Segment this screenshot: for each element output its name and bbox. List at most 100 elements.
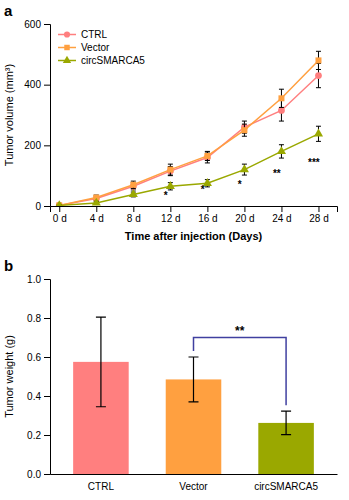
tick-mark: [318, 206, 319, 212]
error-bar: [168, 164, 173, 175]
axis-line: [51, 474, 338, 475]
series-line: [59, 76, 318, 206]
tick-label: circSMARCA5: [254, 481, 318, 492]
annotation: *: [164, 190, 168, 201]
series-line: [59, 60, 318, 205]
point: [240, 164, 249, 172]
tick-mark: [44, 435, 50, 436]
legend-label: circSMARCA5: [81, 55, 145, 66]
tick: 1.0: [27, 274, 50, 285]
tick-label: 0.0: [27, 469, 41, 480]
tick: circSMARCA5: [254, 481, 318, 492]
tick-mark: [44, 85, 50, 86]
tick: Vector: [179, 481, 208, 492]
title: b: [4, 257, 13, 274]
tick: 0.0: [27, 469, 50, 480]
tick: 8 d: [127, 206, 141, 224]
tick-mark: [44, 206, 50, 207]
tick-label: 0.2: [27, 430, 41, 441]
point: [130, 182, 136, 188]
point: [166, 181, 175, 189]
point: [278, 107, 285, 114]
tick-mark: [44, 318, 50, 319]
point: [277, 146, 286, 154]
point: [315, 57, 321, 63]
tick: 4 d: [90, 206, 104, 224]
tick: 0 d: [53, 206, 67, 224]
tick: 20 d: [235, 206, 254, 224]
tick: 0.2: [27, 430, 50, 441]
point: [204, 153, 210, 159]
annotation: *: [238, 179, 242, 190]
annotation: **: [235, 324, 245, 338]
tick-mark: [44, 474, 50, 475]
plot-area: [73, 317, 314, 474]
point: [92, 198, 101, 206]
tick: 24 d: [272, 206, 291, 224]
panel: a 0 200 400 600 Tumor volume (mm³) 0 d 4 d 8 d 12…: [3, 2, 338, 242]
tick: 200: [24, 140, 50, 151]
tick-label: 12 d: [161, 213, 180, 224]
tick-mark: [44, 357, 50, 358]
tick-label: Vector: [179, 481, 208, 492]
tick-label: 0.8: [27, 313, 41, 324]
tick-label: 24 d: [272, 213, 291, 224]
legend-item: CTRL: [58, 29, 108, 40]
tick-label: 200: [24, 140, 41, 151]
y-axis: 0 200 400 600: [24, 19, 50, 212]
x-axis-title: Time after injection (Days): [125, 230, 263, 242]
point: [315, 72, 322, 79]
legend-label: Vector: [81, 42, 110, 53]
legend-marker: [64, 45, 69, 50]
legend-item: circSMARCA5: [58, 55, 145, 66]
axis-line: [51, 207, 338, 213]
point: [314, 129, 323, 137]
tick-label: CTRL: [88, 481, 115, 492]
plot-area: [55, 51, 323, 206]
tick: 12 d: [161, 206, 180, 224]
error-bar: [279, 89, 284, 107]
tick-label: 400: [24, 79, 41, 90]
x-axis: CTRL Vector circSMARCA5: [51, 475, 338, 493]
point: [241, 127, 247, 133]
point: [55, 200, 64, 206]
error-bar: [316, 51, 321, 69]
tick: 0: [35, 201, 50, 212]
y-axis: 0.0 0.2 0.4 0.6 0.8 1.0: [27, 274, 50, 480]
tick-label: 16 d: [198, 213, 217, 224]
legend-marker: [63, 56, 71, 63]
tick-label: 8 d: [127, 213, 141, 224]
tick: 600: [24, 19, 50, 30]
error-bar: [242, 124, 247, 136]
tick: 0.4: [27, 391, 50, 402]
point: [167, 167, 173, 173]
error-bar: [131, 181, 136, 188]
tick-mark: [281, 206, 282, 212]
error-bar: [189, 357, 199, 402]
tick-label: 28 d: [309, 213, 328, 224]
tick-label: 20 d: [235, 213, 254, 224]
error-bar: [205, 152, 210, 163]
title: a: [4, 2, 13, 19]
series-line: [59, 134, 318, 206]
point: [129, 189, 138, 197]
tick-mark: [244, 206, 245, 212]
y-axis-title: Tumor weight (g): [3, 335, 15, 418]
tick: 0.8: [27, 313, 50, 324]
tick-label: 4 d: [90, 213, 104, 224]
tick-mark: [44, 24, 50, 25]
figure: a 0 200 400 600 Tumor volume (mm³) 0 d 4 d 8 d 12…: [0, 0, 349, 500]
x-axis: 0 d 4 d 8 d 12 d 16 d 20 d 24 d 28 d: [51, 206, 338, 224]
tick-mark: [44, 396, 50, 397]
significance-bracket: [194, 338, 287, 406]
tick: 28 d: [309, 206, 328, 224]
tick-mark: [59, 206, 60, 212]
tick: 0.6: [27, 352, 50, 363]
y-axis-title: Tumor volume (mm³): [3, 64, 15, 166]
tick-label: 600: [24, 19, 41, 30]
legend-item: Vector: [58, 42, 110, 53]
tick-mark: [96, 206, 97, 212]
tick-mark: [44, 145, 50, 146]
annotation: ***: [308, 157, 320, 168]
panel: b 0.0 0.2 0.4 0.6 0.8 1.0 Tumor weight (g) CTRL V…: [3, 257, 338, 492]
